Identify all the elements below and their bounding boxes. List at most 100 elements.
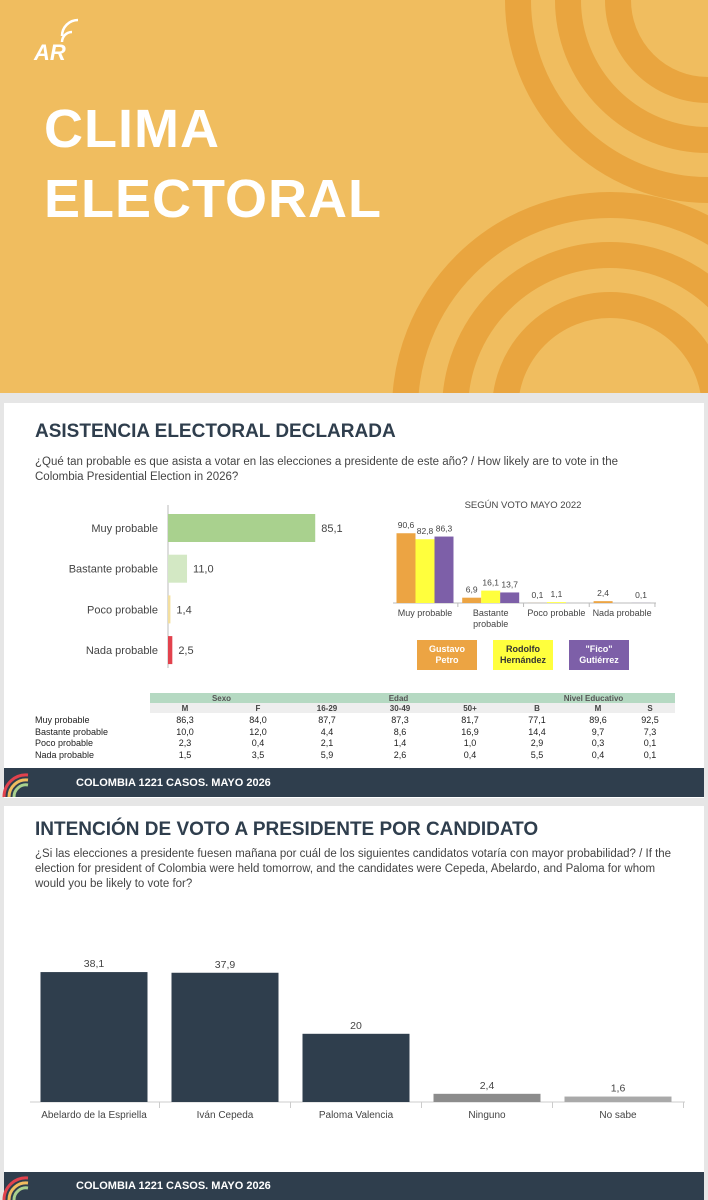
value-label: 6,9 — [466, 585, 478, 595]
table-row-label: Bastante probable — [35, 726, 109, 737]
table-column: M — [181, 704, 189, 713]
title-line: ELECTORAL — [44, 169, 383, 229]
category-label: Bastante probable — [69, 564, 158, 576]
bar — [168, 554, 188, 583]
category-label: Iván Cepeda — [197, 1110, 254, 1121]
logo: AR — [34, 40, 66, 65]
category-label: Abelardo de la Espriella — [41, 1110, 147, 1121]
value-label: 11,0 — [193, 564, 214, 576]
category-label: Nada probable — [592, 608, 652, 618]
category-label: Poco probable — [87, 604, 158, 616]
legend-item: Gustavo Petro — [417, 640, 477, 670]
table-subheader-band — [150, 703, 675, 713]
value-label: 0,1 — [635, 590, 647, 600]
table-cell: 7,3 — [643, 726, 657, 737]
value-label: 82,8 — [417, 526, 434, 536]
legend-item: "Fico" Gutiérrez — [569, 640, 629, 670]
table-cell: 81,7 — [461, 715, 479, 725]
value-label: 0,1 — [531, 590, 543, 600]
category-label: Ninguno — [468, 1110, 506, 1121]
table-column: M — [594, 704, 602, 713]
table-cell: 8,6 — [393, 726, 407, 737]
table-cell: 87,7 — [318, 715, 336, 725]
table-group: Sexo — [211, 694, 232, 703]
category-label: Muy probable — [91, 523, 158, 535]
table-cell: 4,4 — [320, 726, 334, 737]
bar — [171, 972, 279, 1102]
bar — [462, 597, 482, 603]
table-cell: 0,4 — [591, 749, 605, 760]
value-label: 1,1 — [550, 589, 562, 599]
table-cell: 1,5 — [178, 749, 192, 760]
value-label: 20 — [350, 1020, 362, 1032]
question: ¿Si las elecciones a presidente fuesen m… — [35, 848, 672, 890]
value-label: 85,1 — [321, 523, 342, 535]
bar — [546, 602, 566, 603]
table-cell: 5,5 — [530, 749, 544, 760]
bar — [40, 972, 148, 1102]
table-column: S — [647, 704, 653, 713]
footer-bar: COLOMBIA 1221 CASOS. MAYO 2026 — [4, 1172, 704, 1200]
footer-icon — [2, 773, 29, 1200]
table-cell: 87,3 — [391, 715, 409, 725]
bar — [481, 590, 501, 603]
table-cell: 2,1 — [320, 738, 334, 748]
table-cell: 0,3 — [591, 738, 605, 748]
table-cell: 2,9 — [530, 738, 544, 748]
table-row-label: Nada probable — [35, 749, 95, 760]
table-cell: 0,1 — [643, 738, 657, 748]
section-title: INTENCIÓN DE VOTO A PRESIDENTE POR CANDI… — [35, 819, 539, 840]
bar — [564, 1096, 672, 1102]
table-group: Nivel Educativo — [563, 694, 624, 703]
table-column: 16-29 — [316, 704, 338, 713]
table-header-band — [150, 693, 675, 703]
table-column: B — [534, 704, 540, 713]
table-cell: 86,3 — [176, 715, 194, 725]
value-label: 2,4 — [480, 1080, 495, 1092]
bar — [593, 601, 613, 603]
bar — [168, 636, 173, 665]
section-title: ASISTENCIA ELECTORAL DECLARADA — [35, 421, 396, 442]
category-label: Bastante probable — [472, 608, 509, 629]
table-cell: 2,6 — [393, 749, 407, 760]
value-label: 37,9 — [215, 959, 236, 971]
footer-bar: COLOMBIA 1221 CASOS. MAYO 2026 — [4, 768, 704, 797]
table-cell: 12,0 — [249, 726, 267, 737]
value-label: 2,5 — [178, 645, 193, 657]
table-cell: 0,1 — [643, 749, 657, 760]
value-label: 38,1 — [84, 958, 105, 970]
table-cell: 0,4 — [463, 749, 477, 760]
category-label: Poco probable — [527, 608, 586, 618]
legend-item: Rodolfo Hernández — [493, 640, 553, 670]
table-cell: 5,9 — [320, 749, 334, 760]
table-row-label: Poco probable — [35, 738, 94, 748]
category-label: Muy probable — [397, 608, 453, 618]
chart-title: SEGÚN VOTO MAYO 2022 — [465, 500, 582, 511]
table-column: 50+ — [463, 704, 477, 713]
value-label: 2,4 — [597, 588, 609, 598]
value-label: 1,4 — [176, 604, 191, 616]
category-label: Paloma Valencia — [319, 1110, 394, 1121]
table-cell: 10,0 — [176, 726, 194, 737]
bar — [433, 1093, 541, 1102]
bar — [168, 595, 171, 624]
table-cell: 3,5 — [251, 749, 265, 760]
table-cell: 9,7 — [591, 726, 605, 737]
category-label: Nada probable — [86, 645, 158, 657]
title-line: CLIMA — [44, 99, 220, 159]
value-label: 1,6 — [611, 1083, 626, 1095]
attendance-panel — [4, 403, 704, 798]
table-cell: 77,1 — [528, 715, 546, 725]
header: AR CLIMA ELECTORAL — [0, 0, 708, 393]
footer-text: COLOMBIA 1221 CASOS. MAYO 2026 — [76, 1180, 271, 1192]
table-cell: 16,9 — [461, 726, 479, 737]
table-cell: 1,4 — [393, 738, 407, 748]
table-cell: 92,5 — [641, 715, 659, 725]
table-column: 30-49 — [389, 704, 411, 713]
table-group: Edad — [388, 694, 409, 703]
footer-text: COLOMBIA 1221 CASOS. MAYO 2026 — [76, 777, 271, 789]
bar — [500, 592, 520, 603]
table-row-label: Muy probable — [35, 715, 90, 725]
